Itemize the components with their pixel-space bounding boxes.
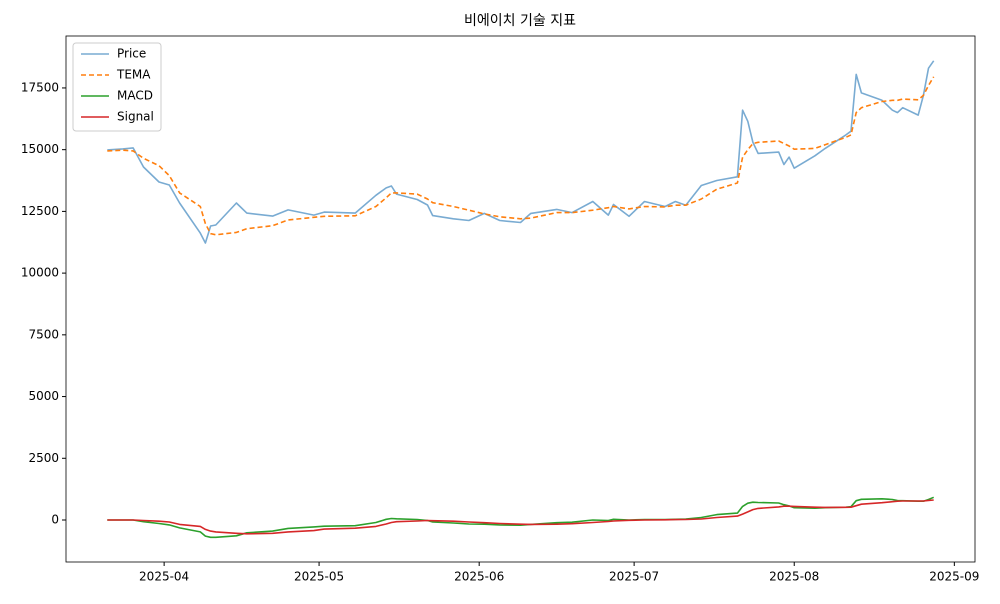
chart-title: 비에이치 기술 지표: [464, 13, 576, 29]
x-tick-label: 2025-06: [454, 570, 504, 584]
series-line: [107, 60, 935, 244]
series-line: [107, 76, 935, 236]
y-tick-label: 0: [51, 513, 59, 527]
legend-label: TEMA: [116, 68, 151, 82]
series-line: [107, 499, 934, 535]
x-tick-label: 2025-05: [294, 570, 344, 584]
legend-label: Signal: [117, 110, 154, 124]
y-tick-label: 12500: [21, 204, 59, 218]
x-tick-label: 2025-07: [609, 570, 659, 584]
y-tick-label: 17500: [21, 80, 59, 94]
y-tick-label: 10000: [21, 266, 59, 280]
legend-label: MACD: [117, 89, 153, 103]
plot-frame: [65, 35, 976, 563]
y-tick-label: 5000: [28, 389, 59, 403]
y-tick-label: 15000: [21, 142, 59, 156]
x-tick-label: 2025-04: [139, 570, 189, 584]
legend-label: Price: [117, 47, 146, 61]
y-tick-label: 7500: [28, 327, 59, 341]
x-tick-label: 2025-08: [769, 570, 819, 584]
legend-box: [72, 42, 162, 132]
x-tick-label: 2025-09: [929, 570, 979, 584]
y-tick-label: 2500: [28, 451, 59, 465]
